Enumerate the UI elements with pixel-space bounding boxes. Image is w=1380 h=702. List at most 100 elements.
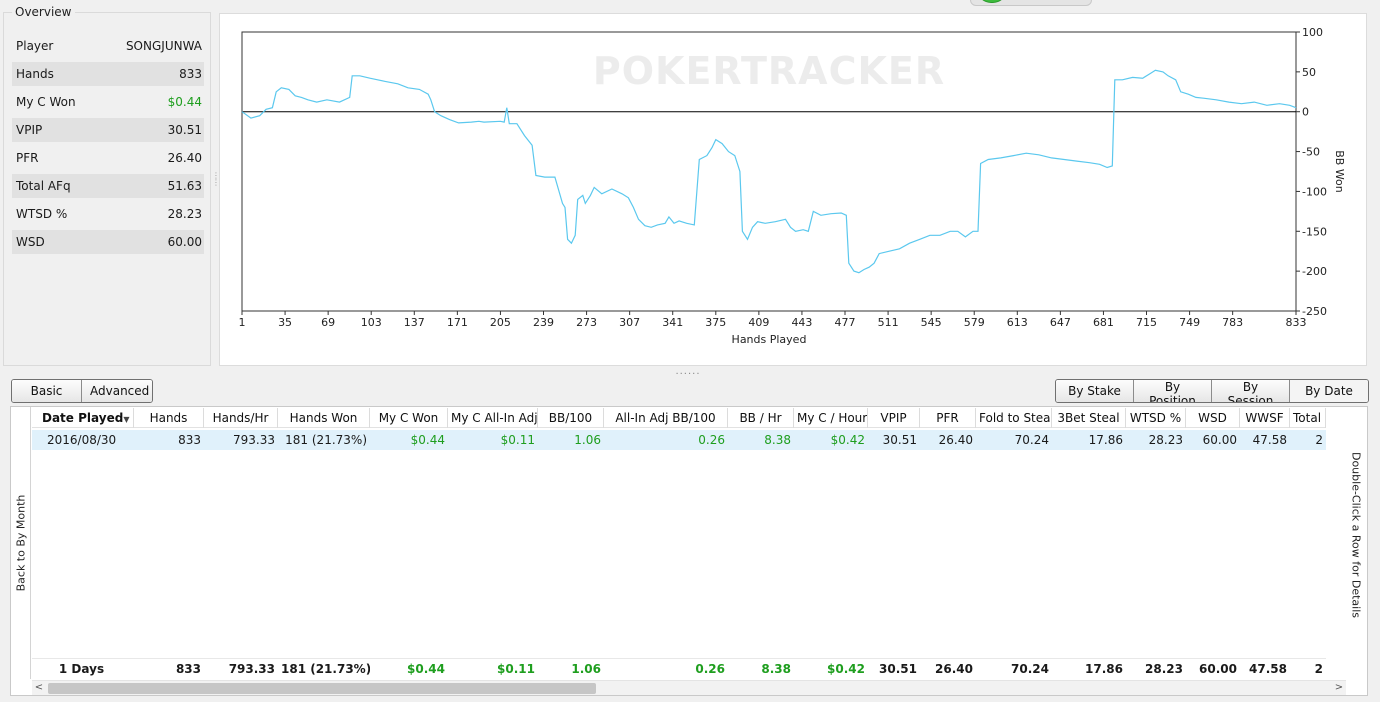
vertical-splitter-handle[interactable]: ⋮ ⋮: [212, 171, 220, 187]
y-tick-label: -200: [1302, 265, 1327, 278]
x-tick-label: 833: [1286, 316, 1307, 329]
column-header-pfr[interactable]: PFR: [920, 408, 976, 428]
horizontal-scrollbar[interactable]: < >: [32, 680, 1346, 695]
column-header-label: Date Played: [42, 411, 124, 425]
table-cell: $0.11: [497, 662, 535, 676]
column-header-label: PFR: [936, 411, 959, 425]
column-header-hands-won[interactable]: Hands Won: [278, 408, 370, 428]
x-tick-label: 239: [533, 316, 554, 329]
scroll-left-icon[interactable]: <: [34, 682, 44, 693]
toggle-knob[interactable]: [977, 0, 1007, 3]
column-header-wtsd[interactable]: WTSD %: [1126, 408, 1186, 428]
x-tick-label: 545: [921, 316, 942, 329]
table-cell: 26.40: [935, 662, 973, 676]
tab-basic[interactable]: Basic: [12, 380, 82, 402]
column-header-all-in-adj-bb-100[interactable]: All-In Adj BB/100: [604, 408, 728, 428]
column-header-date-played[interactable]: Date Played▼: [32, 408, 134, 428]
overview-row-label: WSD: [16, 235, 45, 249]
column-header-vpip[interactable]: VPIP: [868, 408, 920, 428]
overview-row-my-c-won: My C Won $0.44: [12, 88, 204, 116]
scrollbar-thumb[interactable]: [48, 683, 596, 694]
table-row[interactable]: 2016/08/30 833 793.33 181 (21.73%) $0.44 $0.1…: [32, 430, 1326, 450]
table-cell: 0.26: [698, 433, 725, 447]
table-cell: 17.86: [1085, 662, 1123, 676]
column-header-label: Fold to Steal: [979, 411, 1052, 425]
table-cell: 47.58: [1252, 433, 1287, 447]
column-header-label: WSD: [1198, 411, 1227, 425]
table-cell: $0.11: [500, 433, 535, 447]
column-header-hands[interactable]: Hands: [134, 408, 204, 428]
y-tick-label: -250: [1302, 305, 1327, 318]
column-header-my-c-won[interactable]: My C Won: [370, 408, 448, 428]
x-tick-label: 715: [1136, 316, 1157, 329]
column-header-label: Total AFq: [1293, 411, 1325, 425]
tab-by-session[interactable]: By Session: [1212, 380, 1290, 402]
x-tick-label: 511: [878, 316, 899, 329]
column-header-wwsf[interactable]: WWSF: [1240, 408, 1290, 428]
column-header-3bet-steal[interactable]: 3Bet Steal: [1052, 408, 1126, 428]
column-header-wsd[interactable]: WSD: [1186, 408, 1240, 428]
column-header-hands-hr[interactable]: Hands/Hr: [204, 408, 278, 428]
column-header-label: Hands/Hr: [212, 411, 269, 425]
overview-row-total-afq: Total AFq 51.63: [12, 174, 204, 198]
plot-frame: [241, 31, 1297, 312]
column-header-my-c-hour[interactable]: My C / Hour: [794, 408, 868, 428]
horizontal-splitter-handle[interactable]: ......: [675, 366, 701, 377]
overview-row-value: $0.44: [167, 95, 202, 109]
series-line: [241, 69, 1297, 274]
x-tick-label: 375: [705, 316, 726, 329]
tab-by-position[interactable]: By Position: [1134, 380, 1212, 402]
column-header-total-afq[interactable]: Total AFq: [1290, 408, 1326, 428]
details-hint-label: Double-Click a Row for Details: [1349, 451, 1363, 619]
overview-row-player: Player SONGJUNWA: [12, 32, 204, 60]
overview-row-value: 30.51: [167, 123, 202, 137]
table-cell: 181 (21.73%): [281, 662, 370, 676]
results-table-area: Back to By Month Date Played▼ Hands Hands/…: [10, 406, 1368, 696]
scroll-right-icon[interactable]: >: [1334, 682, 1344, 693]
y-tick-label: -150: [1302, 225, 1327, 238]
table-cell: 0.26: [695, 662, 725, 676]
column-header-my-c-all-in-adj[interactable]: My C All-In Adj: [448, 408, 538, 428]
overview-row-value: SONGJUNWA: [125, 39, 202, 53]
overview-row-label: PFR: [16, 151, 39, 165]
table-cell: 2: [1314, 662, 1323, 676]
x-axis-title: Hands Played: [732, 333, 807, 346]
table-cell: 2016/08/30: [47, 433, 117, 447]
table-cell: 1.06: [574, 433, 601, 447]
sort-descending-icon: ▼: [123, 415, 130, 424]
overview-row-wtsd: WTSD % 28.23: [12, 200, 204, 228]
overview-row-value: 28.23: [167, 207, 202, 221]
column-header-label: Hands Won: [289, 411, 358, 425]
x-tick-label: 613: [1007, 316, 1028, 329]
tab-advanced[interactable]: Advanced: [82, 380, 152, 402]
column-header-label: BB/100: [548, 411, 593, 425]
column-header-bb-100[interactable]: BB/100: [538, 408, 604, 428]
x-tick-label: 341: [662, 316, 683, 329]
column-header-label: WTSD %: [1129, 411, 1182, 425]
table-cell: 47.58: [1249, 662, 1287, 676]
overview-row-value: 51.63: [167, 179, 202, 193]
x-tick-label: 749: [1179, 316, 1200, 329]
column-header-bb-hr[interactable]: BB / Hr: [728, 408, 794, 428]
table-cell: 1.06: [571, 662, 601, 676]
back-to-by-month-button[interactable]: Back to By Month: [11, 407, 31, 679]
column-header-label: BB / Hr: [739, 411, 782, 425]
tab-by-date[interactable]: By Date: [1290, 380, 1368, 402]
table-cell: 793.33: [233, 433, 275, 447]
column-header-label: 3Bet Steal: [1057, 411, 1120, 425]
table-cell: 17.86: [1088, 433, 1123, 447]
table-cell: 60.00: [1199, 662, 1237, 676]
x-tick-label: 35: [278, 316, 292, 329]
top-toggle[interactable]: [970, 0, 1092, 6]
graph-panel: POKERTRACKER 1 35 69 103 137 171 205 239 273 307 34…: [219, 13, 1367, 366]
column-header-label: My C All-In Adj: [451, 411, 538, 425]
column-header-label: My C / Hour: [797, 411, 868, 425]
overview-row-wsd: WSD 60.00: [12, 230, 204, 254]
overview-row-pfr: PFR 26.40: [12, 144, 204, 172]
tab-by-stake[interactable]: By Stake: [1056, 380, 1134, 402]
x-tick-label: 783: [1222, 316, 1243, 329]
column-header-fold-to-steal[interactable]: Fold to Steal: [976, 408, 1052, 428]
table-cell: 181 (21.73%): [285, 433, 367, 447]
table-cell: 30.51: [882, 433, 917, 447]
overview-row-value: 26.40: [167, 151, 202, 165]
